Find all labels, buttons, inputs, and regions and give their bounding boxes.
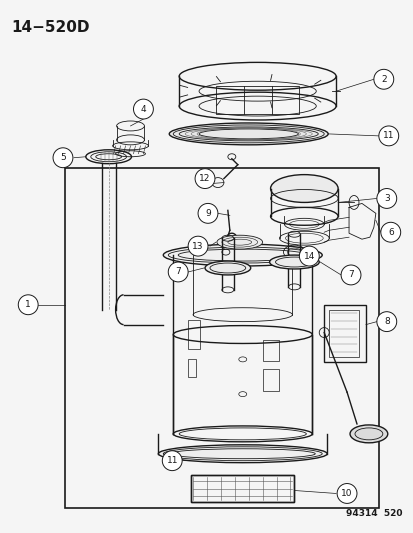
Bar [191, 474, 294, 503]
Text: 10: 10 [340, 489, 352, 498]
Circle shape [168, 262, 188, 282]
Text: 11: 11 [382, 131, 394, 140]
Ellipse shape [270, 175, 337, 203]
Text: 12: 12 [199, 174, 210, 183]
Ellipse shape [269, 255, 318, 269]
Circle shape [197, 204, 217, 223]
Bar [323, 305, 365, 362]
Ellipse shape [169, 123, 328, 145]
Circle shape [299, 246, 318, 266]
Bar [188, 359, 196, 377]
Bar [262, 340, 278, 361]
Ellipse shape [158, 445, 326, 463]
Circle shape [378, 126, 398, 146]
Circle shape [18, 295, 38, 314]
Circle shape [336, 483, 356, 503]
Ellipse shape [349, 425, 387, 443]
Text: 1: 1 [25, 300, 31, 309]
Text: 6: 6 [387, 228, 393, 237]
Text: 13: 13 [192, 241, 203, 251]
Text: 2: 2 [380, 75, 386, 84]
Text: 11: 11 [166, 456, 178, 465]
Text: 14: 14 [303, 252, 314, 261]
Bar [216, 86, 299, 114]
Text: 9: 9 [204, 209, 210, 218]
Bar [191, 474, 294, 503]
Circle shape [340, 265, 360, 285]
Text: 8: 8 [383, 317, 389, 326]
Bar [65, 168, 378, 508]
Circle shape [376, 189, 396, 208]
Bar [328, 310, 358, 358]
Text: 5: 5 [60, 153, 66, 162]
Text: 7: 7 [347, 270, 353, 279]
Circle shape [133, 99, 153, 119]
Circle shape [162, 451, 182, 471]
Circle shape [380, 222, 400, 242]
Text: 4: 4 [140, 104, 146, 114]
Circle shape [53, 148, 73, 168]
Circle shape [188, 236, 207, 256]
Circle shape [376, 312, 396, 332]
Text: 7: 7 [175, 268, 180, 277]
Ellipse shape [163, 244, 321, 266]
Ellipse shape [204, 261, 250, 275]
Circle shape [373, 69, 393, 89]
Ellipse shape [216, 235, 262, 249]
Text: 14−520D: 14−520D [11, 20, 90, 35]
Bar [188, 320, 199, 350]
Bar [262, 369, 278, 391]
Text: 3: 3 [383, 194, 389, 203]
Text: 94314  520: 94314 520 [345, 510, 402, 518]
Circle shape [195, 168, 214, 189]
